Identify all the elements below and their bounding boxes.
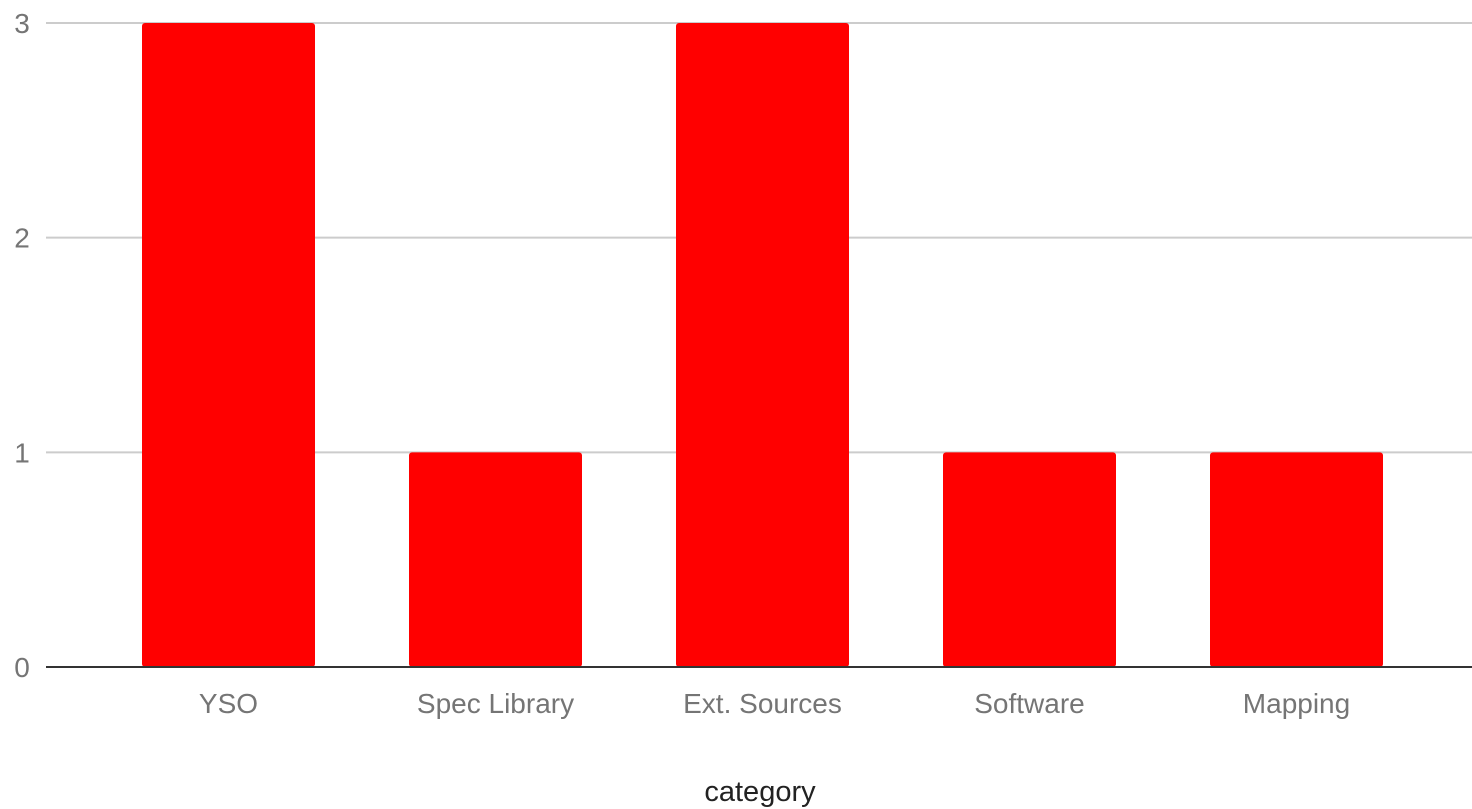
y-tick-label: 2 [14, 223, 30, 254]
bar-software [943, 452, 1116, 667]
bar-ext-sources [676, 23, 849, 667]
y-tick-label: 3 [14, 8, 30, 39]
x-axis-title: category [704, 776, 816, 808]
x-tick-label: Spec Library [417, 688, 574, 719]
x-tick-label: Ext. Sources [683, 688, 842, 719]
y-axis: 0 1 2 3 [14, 8, 30, 683]
x-tick-label: Software [974, 688, 1085, 719]
x-tick-label: YSO [199, 688, 258, 719]
bars [142, 23, 1383, 667]
y-tick-label: 1 [14, 437, 30, 468]
bar-yso [142, 23, 315, 667]
x-axis: YSO Spec Library Ext. Sources Software Mappi… [46, 666, 1472, 719]
bar-spec-library [409, 452, 582, 667]
y-tick-label: 0 [14, 652, 30, 683]
x-tick-label: Mapping [1243, 688, 1350, 719]
bar-mapping [1210, 452, 1383, 667]
